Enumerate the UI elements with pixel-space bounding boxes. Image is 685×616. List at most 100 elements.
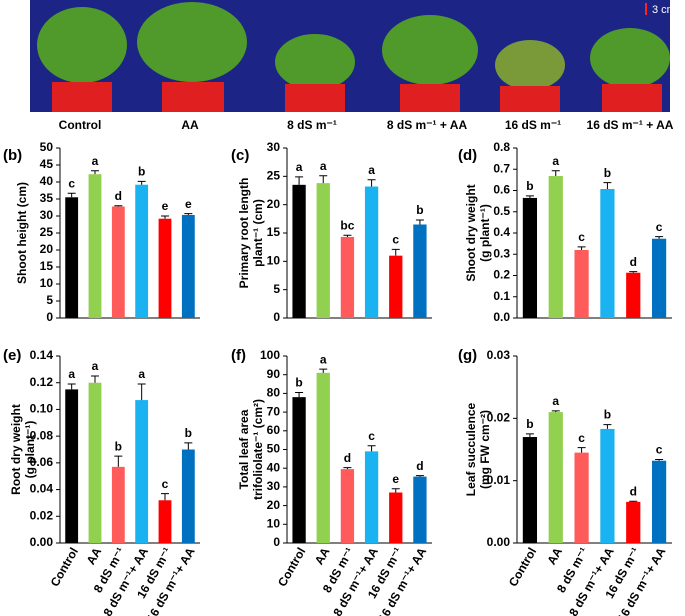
y-tick-label: 0.02: [487, 411, 511, 425]
y-tick-label: 0.10: [30, 402, 54, 416]
y-tick-label: 30: [267, 140, 281, 154]
panel-label: (e): [3, 347, 21, 364]
error-bar: [367, 445, 376, 452]
y-tick-label: 0.00: [30, 535, 54, 549]
bar: [600, 428, 615, 543]
y-tick-label: 0: [273, 310, 280, 324]
y-tick-label: 10: [267, 516, 281, 530]
x-tick-label: Control: [48, 545, 81, 589]
x-tick-label: Control: [506, 545, 539, 589]
bar: [413, 224, 427, 318]
bar: [574, 250, 589, 318]
bar: [548, 412, 563, 543]
significance-letter: a: [552, 394, 559, 408]
error-bar: [91, 375, 99, 383]
treatment-label: 16 dS m⁻¹ + AA: [587, 118, 674, 132]
error-bar: [655, 458, 664, 461]
error-bar: [295, 391, 304, 398]
significance-letter: b: [604, 166, 611, 180]
bar: [548, 176, 563, 318]
panel-label: (d): [458, 147, 477, 164]
bar: [600, 189, 615, 318]
y-tick-label: 15: [40, 259, 54, 273]
bar: [389, 492, 403, 543]
significance-letter: b: [526, 179, 533, 193]
y-axis-label: Total leaf area: [237, 409, 251, 489]
y-axis-label: (g plant⁻¹): [478, 204, 492, 262]
bar: [340, 236, 355, 318]
y-tick-label: 80: [267, 386, 281, 400]
significance-letter: c: [162, 477, 169, 491]
significance-letter: d: [115, 189, 122, 203]
y-tick-label: 0.1: [493, 289, 510, 303]
bar: [292, 397, 306, 543]
bar: [626, 272, 641, 318]
error-bar: [114, 205, 123, 207]
significance-letter: a: [296, 160, 303, 174]
bar: [65, 197, 79, 318]
error-bar: [184, 442, 193, 450]
panel-label: (f): [231, 347, 246, 364]
pots: [52, 82, 662, 112]
significance-letter: b: [138, 164, 145, 178]
bar: [626, 501, 641, 543]
y-tick-label: 0.5: [493, 204, 510, 218]
y-tick-label: 35: [40, 191, 54, 205]
y-tick-label: 0.08: [30, 428, 54, 442]
error-bar: [391, 248, 400, 256]
y-tick-label: 25: [267, 169, 281, 183]
y-tick-label: 50: [40, 140, 54, 154]
error-bar: [629, 271, 638, 273]
error-bar: [161, 493, 169, 501]
y-tick-label: 20: [267, 498, 281, 512]
scale-bar: [645, 3, 647, 15]
significance-letter: d: [630, 484, 637, 498]
y-tick-label: 0.8: [493, 140, 510, 154]
bar: [522, 437, 538, 543]
y-tick-label: 0: [273, 535, 280, 549]
significance-letter: c: [656, 443, 663, 457]
bar: [158, 500, 172, 543]
y-tick-label: 0.4: [493, 225, 510, 239]
panel-label: (c): [231, 147, 249, 164]
y-tick-label: 0.00: [487, 535, 511, 549]
significance-letter: b: [295, 376, 302, 390]
panel-label: (a): [3, 1, 21, 18]
y-tick-label: 0.02: [30, 508, 54, 522]
y-tick-label: 5: [273, 282, 280, 296]
y-tick-label: 90: [267, 367, 281, 381]
y-tick-label: 0.14: [30, 348, 54, 362]
treatment-label: Control: [59, 118, 102, 132]
y-tick-label: 0.0: [493, 310, 510, 324]
y-tick-label: 0: [46, 310, 53, 324]
significance-letter: b: [416, 203, 423, 217]
significance-letter: a: [320, 159, 327, 173]
significance-letter: b: [604, 408, 611, 422]
bar: [135, 184, 149, 318]
significance-letter: a: [92, 154, 99, 168]
error-bar: [343, 234, 352, 237]
significance-letter: c: [656, 220, 663, 234]
y-tick-label: 40: [267, 460, 281, 474]
bar: [135, 400, 149, 543]
error-bar: [184, 213, 193, 215]
significance-letter: a: [138, 367, 145, 381]
treatment-label: 8 dS m⁻¹: [287, 118, 337, 132]
bar: [389, 255, 403, 318]
error-bar: [603, 182, 612, 190]
bar: [88, 382, 102, 543]
significance-letter: a: [552, 154, 559, 168]
y-tick-label: 0.6: [493, 183, 510, 197]
bar: [316, 183, 330, 318]
y-tick-label: 0.04: [30, 482, 54, 496]
error-bar: [67, 192, 76, 198]
scale-label: 3 cm: [652, 4, 676, 16]
significance-letter: d: [416, 459, 423, 473]
error-bar: [391, 488, 400, 493]
bar: [111, 206, 125, 318]
y-axis-label: Leaf succulence: [464, 402, 478, 496]
panel-label: (b): [3, 147, 22, 164]
error-bar: [603, 424, 612, 429]
significance-letter: c: [392, 233, 399, 247]
